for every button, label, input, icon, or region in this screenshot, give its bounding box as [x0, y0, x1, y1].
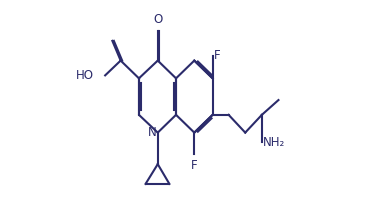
Text: F: F	[191, 159, 197, 172]
Text: O: O	[153, 13, 162, 26]
Text: NH₂: NH₂	[264, 136, 286, 149]
Text: HO: HO	[76, 69, 94, 82]
Text: N: N	[148, 126, 156, 139]
Text: F: F	[214, 49, 221, 62]
